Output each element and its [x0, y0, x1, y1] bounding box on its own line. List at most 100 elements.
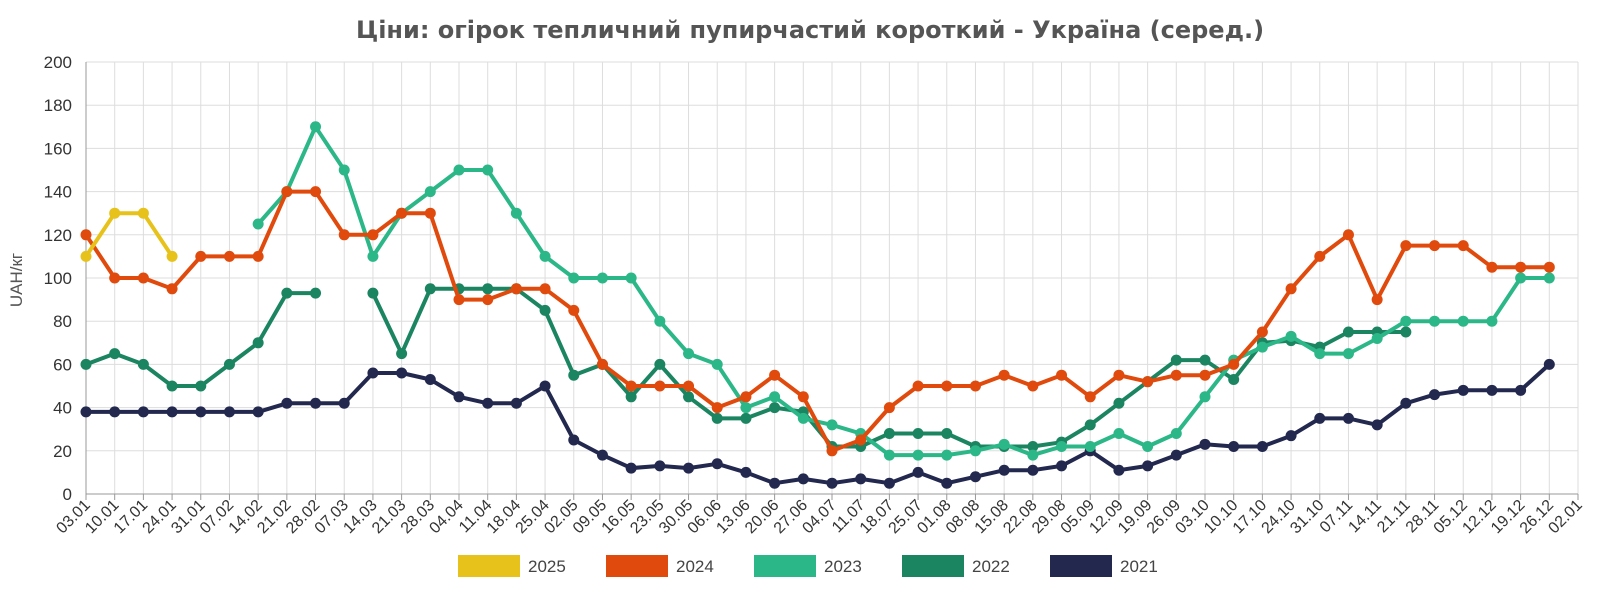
- data-point-2021[interactable]: [1228, 440, 1240, 452]
- data-point-2022[interactable]: [1084, 419, 1096, 431]
- data-point-2021[interactable]: [1429, 389, 1441, 401]
- data-point-2021[interactable]: [625, 462, 637, 474]
- data-point-2023[interactable]: [654, 315, 666, 327]
- data-point-2023[interactable]: [1543, 272, 1555, 284]
- data-point-2021[interactable]: [969, 471, 981, 483]
- data-point-2021[interactable]: [510, 397, 522, 409]
- data-point-2024[interactable]: [596, 358, 608, 370]
- data-point-2021[interactable]: [195, 406, 207, 418]
- data-point-2021[interactable]: [1256, 440, 1268, 452]
- data-point-2022[interactable]: [109, 348, 121, 360]
- data-point-2022[interactable]: [1342, 326, 1354, 338]
- data-point-2021[interactable]: [1314, 412, 1326, 424]
- data-point-2023[interactable]: [1486, 315, 1498, 327]
- data-point-2022[interactable]: [625, 391, 637, 403]
- data-point-2023[interactable]: [740, 402, 752, 414]
- data-point-2022[interactable]: [740, 412, 752, 424]
- data-point-2024[interactable]: [80, 229, 92, 241]
- data-point-2022[interactable]: [1113, 397, 1125, 409]
- legend-item-2025[interactable]: 2025: [458, 555, 566, 577]
- data-point-2023[interactable]: [1084, 440, 1096, 452]
- data-point-2023[interactable]: [1429, 315, 1441, 327]
- data-point-2022[interactable]: [539, 304, 551, 316]
- data-point-2021[interactable]: [281, 397, 293, 409]
- data-point-2022[interactable]: [683, 391, 695, 403]
- data-point-2024[interactable]: [941, 380, 953, 392]
- data-point-2024[interactable]: [683, 380, 695, 392]
- data-point-2023[interactable]: [453, 164, 465, 176]
- data-point-2021[interactable]: [568, 434, 580, 446]
- data-point-2025[interactable]: [80, 250, 92, 262]
- data-point-2024[interactable]: [195, 250, 207, 262]
- data-point-2024[interactable]: [539, 283, 551, 295]
- data-point-2021[interactable]: [80, 406, 92, 418]
- data-point-2022[interactable]: [654, 358, 666, 370]
- data-point-2022[interactable]: [223, 358, 235, 370]
- data-point-2022[interactable]: [1027, 440, 1039, 452]
- data-point-2023[interactable]: [338, 164, 350, 176]
- data-point-2021[interactable]: [223, 406, 235, 418]
- data-point-2022[interactable]: [1400, 326, 1412, 338]
- data-point-2022[interactable]: [367, 287, 379, 299]
- data-point-2023[interactable]: [596, 272, 608, 284]
- data-point-2021[interactable]: [797, 473, 809, 485]
- data-point-2023[interactable]: [1256, 341, 1268, 353]
- data-point-2021[interactable]: [166, 406, 178, 418]
- data-point-2021[interactable]: [367, 367, 379, 379]
- data-point-2024[interactable]: [1285, 283, 1297, 295]
- data-point-2021[interactable]: [1342, 412, 1354, 424]
- data-point-2023[interactable]: [310, 121, 322, 133]
- legend-item-2023[interactable]: 2023: [754, 555, 862, 577]
- data-point-2024[interactable]: [1170, 369, 1182, 381]
- data-point-2024[interactable]: [1371, 294, 1383, 306]
- data-point-2022[interactable]: [396, 348, 408, 360]
- data-point-2024[interactable]: [109, 272, 121, 284]
- data-point-2023[interactable]: [1371, 332, 1383, 344]
- data-point-2021[interactable]: [883, 477, 895, 489]
- data-point-2021[interactable]: [1170, 449, 1182, 461]
- data-point-2024[interactable]: [367, 229, 379, 241]
- data-point-2022[interactable]: [1170, 354, 1182, 366]
- data-point-2025[interactable]: [166, 250, 178, 262]
- data-point-2023[interactable]: [1400, 315, 1412, 327]
- data-point-2024[interactable]: [482, 294, 494, 306]
- data-point-2022[interactable]: [137, 358, 149, 370]
- data-point-2024[interactable]: [1314, 250, 1326, 262]
- data-point-2023[interactable]: [1056, 440, 1068, 452]
- data-point-2024[interactable]: [797, 391, 809, 403]
- data-point-2022[interactable]: [1199, 354, 1211, 366]
- data-point-2022[interactable]: [482, 283, 494, 295]
- data-point-2021[interactable]: [1285, 430, 1297, 442]
- data-point-2021[interactable]: [596, 449, 608, 461]
- data-point-2021[interactable]: [1113, 464, 1125, 476]
- data-point-2022[interactable]: [166, 380, 178, 392]
- data-point-2021[interactable]: [539, 380, 551, 392]
- data-point-2024[interactable]: [883, 402, 895, 414]
- data-point-2024[interactable]: [912, 380, 924, 392]
- data-point-2021[interactable]: [711, 458, 723, 470]
- data-point-2023[interactable]: [252, 218, 264, 230]
- data-point-2022[interactable]: [310, 287, 322, 299]
- data-point-2024[interactable]: [1084, 391, 1096, 403]
- data-point-2024[interactable]: [281, 186, 293, 198]
- data-point-2021[interactable]: [912, 466, 924, 478]
- data-point-2023[interactable]: [998, 438, 1010, 450]
- data-point-2022[interactable]: [281, 287, 293, 299]
- data-point-2023[interactable]: [941, 449, 953, 461]
- legend[interactable]: 2025 2024 2023 2022 2021: [458, 555, 1158, 577]
- data-point-2024[interactable]: [1515, 261, 1527, 273]
- data-point-2021[interactable]: [137, 406, 149, 418]
- data-point-2021[interactable]: [252, 406, 264, 418]
- data-point-2024[interactable]: [826, 445, 838, 457]
- data-point-2021[interactable]: [941, 477, 953, 489]
- data-point-2021[interactable]: [482, 397, 494, 409]
- data-point-2023[interactable]: [826, 419, 838, 431]
- data-point-2023[interactable]: [424, 186, 436, 198]
- data-point-2022[interactable]: [568, 369, 580, 381]
- data-point-2023[interactable]: [1314, 348, 1326, 360]
- data-point-2024[interactable]: [625, 380, 637, 392]
- data-point-2023[interactable]: [568, 272, 580, 284]
- data-point-2024[interactable]: [740, 391, 752, 403]
- data-point-2024[interactable]: [252, 250, 264, 262]
- data-point-2023[interactable]: [1027, 449, 1039, 461]
